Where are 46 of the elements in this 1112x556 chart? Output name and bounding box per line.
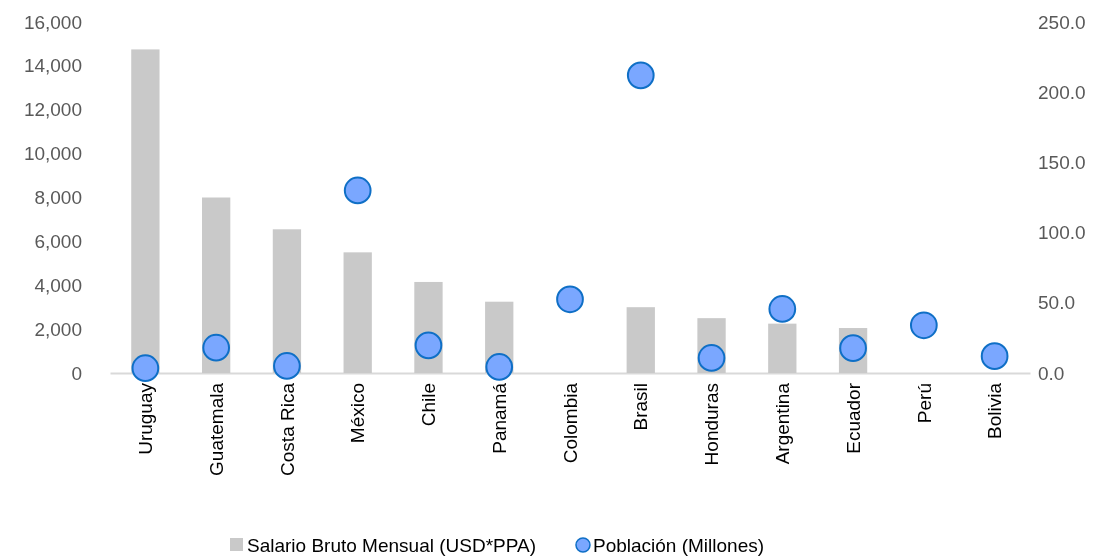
x-tick-label: Panamá <box>488 382 510 454</box>
point <box>980 342 1009 370</box>
x-tick-label: Argentina <box>771 382 793 465</box>
y-tick-label: 10,000 <box>23 143 82 165</box>
point <box>131 354 160 383</box>
point <box>485 353 514 381</box>
y-tick-label: 14,000 <box>23 55 82 77</box>
y-tick-label: 4,000 <box>34 274 82 296</box>
legend-label: Salario Bruto Mensual (USD*PPA) <box>247 534 536 556</box>
x-tick-label: Guatemala <box>205 382 227 476</box>
y2-tick-label: 50.0 <box>1038 292 1075 314</box>
point <box>202 333 231 362</box>
legend-label: Población (Millones) <box>592 534 765 556</box>
y2-tick-label: 100.0 <box>1038 222 1086 244</box>
y2-tick-label: 0.0 <box>1038 362 1065 384</box>
point <box>909 311 938 340</box>
point <box>626 61 655 90</box>
x-tick-label: Brasil <box>630 383 652 431</box>
y2-tick-label: 200.0 <box>1038 81 1086 103</box>
point <box>556 285 584 314</box>
y2-tick-label: 150.0 <box>1038 151 1086 173</box>
x-tick-label: Perú <box>913 383 935 424</box>
bar <box>626 307 655 373</box>
x-tick-label: Honduras <box>701 383 723 466</box>
point <box>414 331 443 360</box>
x-tick-label: Uruguay <box>135 382 157 455</box>
y-tick-label: 0 <box>71 362 82 384</box>
x-tick-label: Chile <box>418 383 440 427</box>
point <box>768 295 797 323</box>
x-tick-label: Bolivia <box>984 382 1006 439</box>
y-tick-label: 16,000 <box>23 11 82 33</box>
x-tick-label: Colombia <box>559 382 581 464</box>
x-tick-label: México <box>347 383 369 444</box>
point <box>273 352 301 380</box>
bar <box>768 323 797 373</box>
x-tick-label: Costa Rica <box>276 382 298 476</box>
y-tick-label: 2,000 <box>34 318 82 340</box>
point <box>697 344 726 372</box>
y-tick-label: 6,000 <box>34 230 82 252</box>
x-tick-label: Ecuador <box>842 382 864 454</box>
y2-tick-label: 250.0 <box>1038 11 1086 33</box>
bar <box>343 252 372 373</box>
point <box>343 176 372 205</box>
y-tick-label: 12,000 <box>23 99 82 121</box>
bar <box>131 49 160 373</box>
y-tick-label: 8,000 <box>34 187 82 209</box>
